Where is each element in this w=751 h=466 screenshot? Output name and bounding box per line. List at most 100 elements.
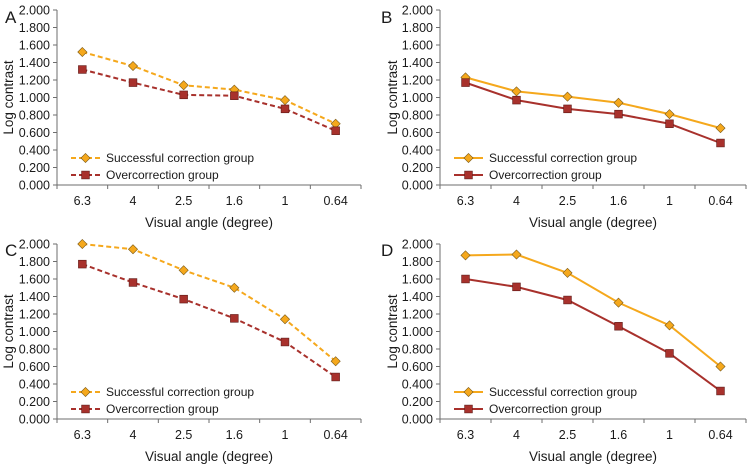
data-point-overcorrection: [665, 119, 674, 128]
data-point-successful: [613, 297, 624, 308]
panel-c: C 0.000 0.200 0.400 0.600 0.800 1.000 1.200 1.40…: [1, 237, 362, 464]
data-point-overcorrection: [230, 91, 239, 100]
x-axis-title: Visual angle (degree): [529, 215, 657, 230]
y-tick-label: 0.200: [19, 161, 50, 175]
series-line-successful: [465, 253, 722, 368]
legend-marker-successful: [80, 386, 91, 398]
x-tick-label: 2.5: [175, 194, 192, 208]
x-tick-label: 0.64: [323, 194, 347, 208]
y-tick-label: 0.400: [402, 377, 433, 391]
x-axis-title: Visual angle (degree): [145, 215, 273, 230]
data-point-successful: [613, 97, 624, 108]
y-tick-label: 1.000: [402, 91, 433, 105]
data-point-overcorrection: [179, 90, 188, 100]
y-tick-label: 1.400: [402, 290, 433, 304]
data-point-successful: [715, 361, 726, 372]
data-point-successful: [178, 80, 189, 91]
y-tick-label: 0.400: [402, 143, 433, 157]
data-point-successful: [279, 95, 291, 106]
y-tick-label: 1.800: [402, 21, 433, 35]
data-point-overcorrection: [716, 138, 725, 148]
legend-marker-successful: [80, 152, 91, 164]
data-point-overcorrection: [128, 78, 138, 87]
data-point-overcorrection: [280, 104, 290, 114]
y-tick-label: 0.800: [19, 108, 50, 122]
data-point-overcorrection: [78, 259, 87, 269]
y-axis-title: Log contrast: [385, 60, 400, 135]
y-tick-label: 1.400: [19, 290, 50, 304]
data-point-successful: [664, 320, 675, 331]
y-tick-label: 0.000: [19, 178, 50, 192]
legend-label-successful: Successful correction group: [106, 151, 254, 165]
legend-marker-overcorrection: [81, 404, 90, 414]
legend-marker-successful: [463, 152, 474, 164]
series-line-successful: [465, 76, 721, 130]
y-tick-label: 1.200: [19, 73, 50, 87]
data-point-successful: [77, 238, 88, 250]
series-line-overcorrection: [465, 81, 721, 144]
data-point-successful: [562, 267, 573, 278]
x-tick-label: 4: [130, 428, 137, 442]
y-tick-label: 0.000: [19, 412, 50, 426]
data-point-successful: [715, 123, 726, 134]
data-point-overcorrection: [563, 295, 572, 305]
y-tick-label: 1.000: [402, 325, 433, 339]
x-tick-label: 0.64: [708, 194, 732, 208]
y-tick-label: 1.600: [19, 38, 50, 52]
y-axis-title: Log contrast: [385, 294, 400, 369]
data-point-successful: [279, 314, 291, 325]
x-tick-label: 1.6: [226, 194, 243, 208]
data-point-successful: [664, 109, 675, 120]
y-tick-label: 0.600: [19, 126, 50, 140]
y-tick-label: 1.400: [402, 56, 433, 70]
data-point-successful: [127, 60, 139, 72]
data-point-successful: [178, 265, 189, 276]
y-tick-label: 0.800: [19, 342, 50, 356]
data-point-successful: [330, 356, 341, 367]
y-tick-label: 0.200: [402, 161, 433, 175]
x-tick-label: 1.6: [610, 194, 627, 208]
data-point-successful: [460, 250, 471, 261]
data-point-successful: [511, 249, 522, 260]
legend-marker-overcorrection: [464, 404, 473, 414]
legend-label-overcorrection: Overcorrection group: [489, 168, 602, 182]
y-tick-label: 1.200: [402, 307, 433, 321]
y-tick-label: 1.000: [19, 325, 50, 339]
panel-b: B 0.000 0.200 0.400 0.600 0.800 1.000 1.200 1.40…: [381, 3, 747, 230]
y-tick-label: 1.400: [19, 56, 50, 70]
y-tick-label: 2.000: [19, 3, 50, 17]
data-point-overcorrection: [230, 314, 239, 323]
panel-letter: C: [5, 241, 17, 260]
y-tick-label: 0.800: [402, 342, 433, 356]
data-point-successful: [127, 244, 139, 255]
x-tick-label: 6.3: [457, 428, 474, 442]
y-tick-label: 1.800: [19, 255, 50, 269]
data-point-overcorrection: [461, 78, 470, 87]
panel-letter: B: [381, 8, 392, 27]
data-point-overcorrection: [280, 337, 290, 347]
data-point-overcorrection: [331, 372, 340, 382]
y-tick-label: 0.400: [19, 377, 50, 391]
series-line-overcorrection: [81, 263, 337, 378]
panel-d: D 0.000 0.200 0.400 0.600 0.800 1.000 1.200 1.40…: [381, 237, 747, 464]
x-tick-label: 4: [513, 428, 520, 442]
y-tick-label: 1.800: [19, 21, 50, 35]
data-point-overcorrection: [331, 126, 340, 135]
x-tick-label: 1: [666, 194, 673, 208]
data-point-overcorrection: [512, 282, 521, 292]
x-tick-label: 2.5: [559, 194, 576, 208]
x-tick-label: 6.3: [74, 194, 91, 208]
y-tick-label: 1.600: [19, 272, 50, 286]
data-point-overcorrection: [665, 349, 674, 358]
x-tick-label: 2.5: [559, 428, 576, 442]
series-line-overcorrection: [465, 278, 722, 392]
x-tick-label: 2.5: [175, 428, 192, 442]
data-point-successful: [77, 46, 88, 58]
data-point-successful: [229, 282, 240, 293]
series-line-overcorrection: [82, 68, 337, 132]
data-point-overcorrection: [563, 104, 572, 114]
y-tick-label: 0.200: [19, 395, 50, 409]
x-tick-label: 0.64: [323, 428, 347, 442]
data-point-overcorrection: [614, 109, 623, 119]
